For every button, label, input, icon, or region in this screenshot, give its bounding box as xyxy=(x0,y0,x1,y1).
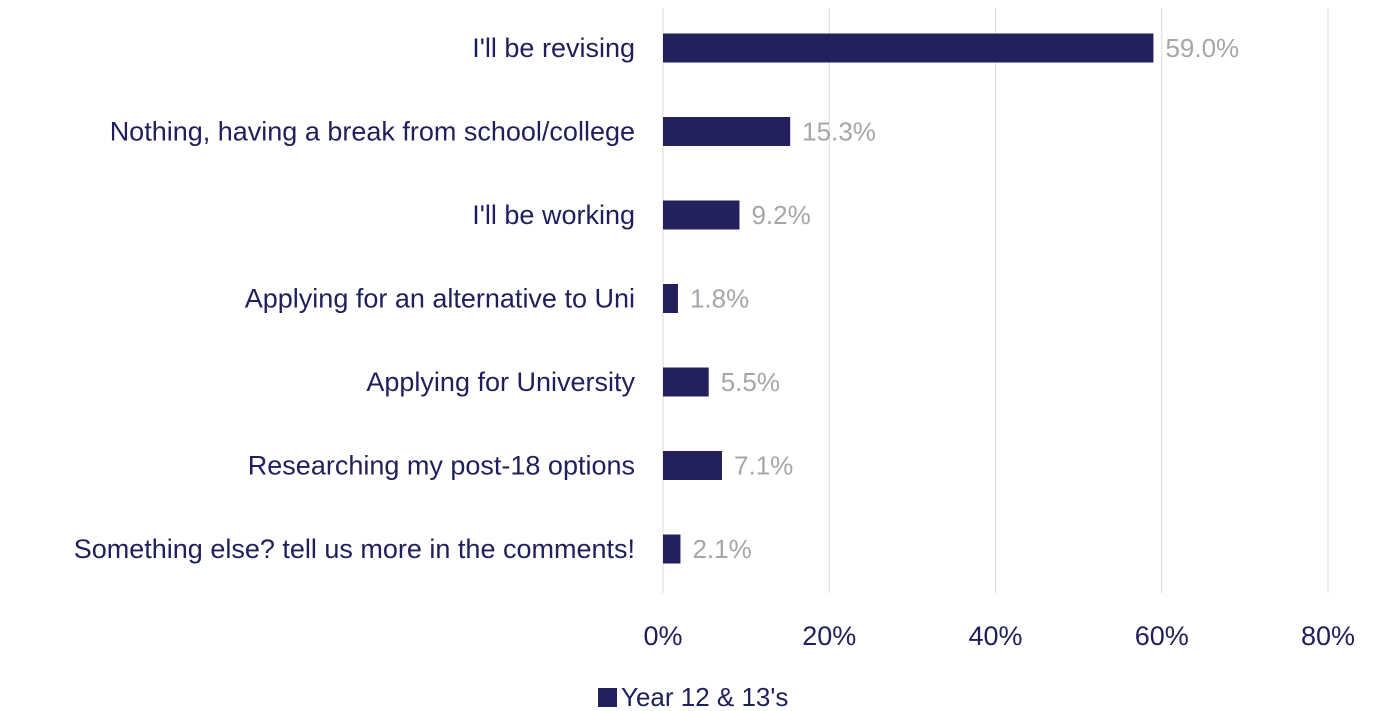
category-label: Researching my post-18 options xyxy=(248,451,635,481)
legend-swatch xyxy=(598,688,617,707)
x-tick-label: 40% xyxy=(968,621,1022,651)
bar xyxy=(663,33,1154,63)
x-tick-label: 80% xyxy=(1301,621,1355,651)
data-label: 59.0% xyxy=(1165,33,1239,63)
x-tick-label: 20% xyxy=(802,621,856,651)
bar xyxy=(663,451,723,480)
data-label: 5.5% xyxy=(721,367,780,397)
category-label: Applying for University xyxy=(366,367,635,397)
data-label: 15.3% xyxy=(802,117,876,147)
category-label: I'll be working xyxy=(472,200,635,230)
legend-label: Year 12 & 13's xyxy=(621,682,788,711)
x-tick-label: 0% xyxy=(643,621,682,651)
category-label: Nothing, having a break from school/coll… xyxy=(110,117,635,147)
bar xyxy=(663,284,678,313)
bar xyxy=(663,200,740,230)
data-label: 2.1% xyxy=(692,534,751,564)
data-label: 1.8% xyxy=(690,284,749,314)
category-label: Something else? tell us more in the comm… xyxy=(74,534,635,564)
data-label: 7.1% xyxy=(734,451,793,481)
x-tick-label: 60% xyxy=(1135,621,1189,651)
bar xyxy=(663,367,709,397)
data-label: 9.2% xyxy=(751,200,810,230)
category-label: I'll be revising xyxy=(472,33,635,63)
bar xyxy=(663,534,681,564)
bar xyxy=(663,117,791,146)
category-label: Applying for an alternative to Uni xyxy=(245,284,635,314)
